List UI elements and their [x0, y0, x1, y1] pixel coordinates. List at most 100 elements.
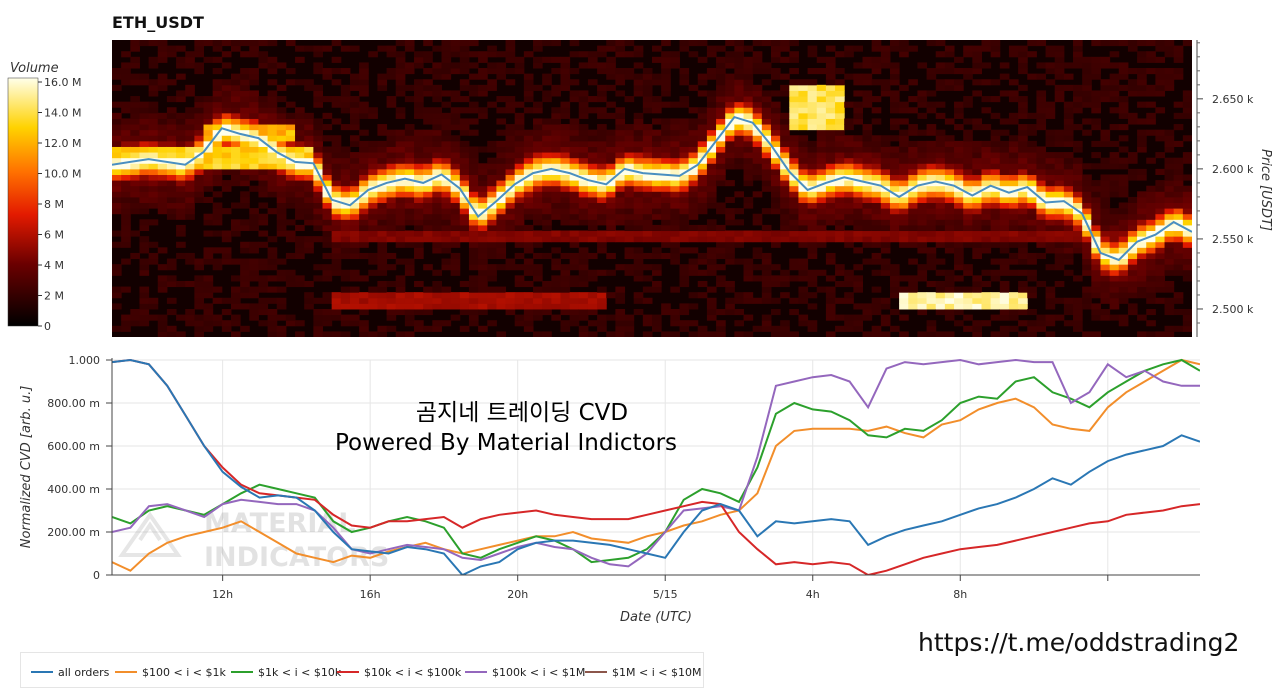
heatmap-cell — [377, 202, 388, 209]
heatmap-cell — [944, 62, 955, 69]
heatmap-cell — [478, 269, 488, 276]
heatmap-cell — [157, 163, 168, 170]
heatmap-cell — [1173, 51, 1184, 58]
heatmap-cell — [1008, 308, 1019, 316]
heatmap-cell — [642, 146, 653, 153]
legend-item[interactable]: all orders — [31, 666, 109, 679]
heatmap-cell — [1027, 308, 1037, 316]
heatmap-cell — [176, 314, 186, 321]
heatmap-cell — [1146, 84, 1156, 91]
heatmap-cell — [1182, 157, 1192, 164]
heatmap-cell — [523, 135, 534, 142]
heatmap-cell — [212, 314, 223, 321]
heatmap-cell — [267, 135, 278, 142]
heatmap-cell — [999, 314, 1010, 321]
chart-title: ETH_USDT — [112, 13, 204, 32]
heatmap-cell — [267, 264, 278, 271]
heatmap-cell — [624, 252, 635, 260]
heatmap-cell — [963, 230, 973, 237]
heatmap-cell — [679, 135, 690, 142]
heatmap-cell — [276, 258, 287, 265]
heatmap-cell — [285, 236, 296, 243]
heatmap-cell — [478, 230, 488, 237]
heatmap-cell — [944, 303, 955, 310]
heatmap-cell — [478, 292, 488, 299]
heatmap-cell — [642, 236, 653, 243]
heatmap-cell — [377, 45, 388, 52]
heatmap-cell — [798, 320, 809, 327]
heatmap-cell — [615, 152, 626, 159]
heatmap-cell — [349, 292, 360, 299]
heatmap-cell — [1091, 40, 1101, 47]
heatmap-cell — [578, 292, 589, 299]
telegram-link[interactable]: https://t.me/oddstrading2 — [918, 628, 1240, 657]
heatmap-cell — [148, 297, 159, 304]
heatmap-cell — [478, 241, 488, 248]
heatmap-cell — [285, 79, 296, 86]
heatmap-cell — [761, 68, 772, 75]
legend-item[interactable]: $10k < i < $100k — [337, 666, 461, 679]
watermark-logo-icon — [118, 511, 182, 557]
heatmap-cell — [999, 140, 1010, 147]
heatmap-cell — [1100, 286, 1111, 293]
legend-item[interactable]: $100 < i < $1k — [115, 666, 226, 679]
heatmap-cell — [487, 163, 497, 170]
heatmap-cell — [1127, 118, 1138, 125]
heatmap-cell — [706, 286, 717, 293]
heatmap-cell — [395, 224, 406, 232]
heatmap-cell — [1091, 202, 1101, 209]
heatmap-cell — [1045, 191, 1056, 198]
heatmap-cell — [1036, 90, 1047, 97]
heatmap-cell — [661, 168, 671, 175]
heatmap-cell — [899, 196, 909, 204]
heatmap-cell — [1018, 124, 1028, 131]
heatmap-cell — [1109, 280, 1120, 288]
heatmap-cell — [423, 325, 433, 332]
heatmap-cell — [386, 292, 397, 299]
heatmap-cell — [780, 320, 790, 327]
heatmap-cell — [697, 224, 708, 232]
heatmap-cell — [240, 325, 250, 332]
legend-item[interactable]: $1M < i < $10M — [585, 666, 701, 679]
heatmap-cell — [313, 308, 324, 316]
heatmap-cell — [1045, 185, 1056, 192]
heatmap-cell — [450, 224, 461, 232]
heatmap-cell — [770, 196, 781, 204]
heatmap-cell — [313, 135, 324, 142]
heatmap-cell — [112, 157, 122, 164]
heatmap-cell — [487, 180, 497, 187]
heatmap-cell — [853, 236, 864, 243]
heatmap-cell — [679, 146, 690, 153]
heatmap-cell — [1137, 73, 1147, 80]
heatmap-cell — [349, 236, 360, 243]
heatmap-cell — [697, 157, 708, 164]
heatmap-cell — [368, 219, 378, 226]
heatmap-cell — [642, 73, 653, 80]
heatmap-cell — [423, 286, 433, 293]
heatmap-cell — [1082, 264, 1092, 271]
heatmap-cell — [880, 314, 891, 321]
heatmap-cell — [926, 258, 937, 265]
heatmap-cell — [1027, 191, 1037, 198]
legend-item[interactable]: $100k < i < $1M — [465, 666, 585, 679]
heatmap-cell — [295, 174, 305, 181]
heatmap-cell — [285, 252, 296, 260]
heatmap-cell — [1036, 157, 1047, 164]
heatmap-cell — [295, 146, 305, 153]
heatmap-cell — [258, 280, 269, 288]
heatmap-cell — [908, 163, 918, 170]
heatmap-cell — [258, 320, 269, 327]
heatmap-cell — [1155, 79, 1166, 86]
heatmap-cell — [194, 68, 205, 75]
heatmap-cell — [450, 124, 461, 131]
heatmap-cell — [203, 258, 214, 265]
heatmap-cell — [203, 219, 214, 226]
legend-item[interactable]: $1k < i < $10k — [231, 666, 341, 679]
heatmap-cell — [468, 129, 479, 136]
heatmap-cell — [652, 224, 662, 232]
heatmap-cell — [386, 185, 397, 192]
heatmap-cell — [670, 202, 680, 209]
heatmap-cell — [240, 168, 250, 175]
heatmap-cell — [578, 196, 589, 204]
heatmap-cell — [139, 146, 150, 153]
